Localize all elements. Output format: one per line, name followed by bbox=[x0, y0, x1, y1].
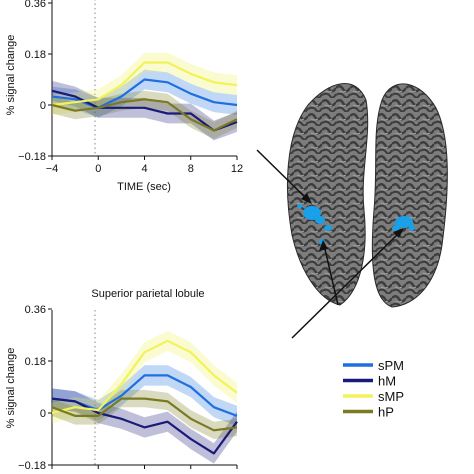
bottom-series-hM bbox=[51, 397, 238, 455]
bottom-band-hM bbox=[52, 388, 237, 464]
top-series-sMP bbox=[51, 61, 238, 107]
bottom-series-hP bbox=[51, 397, 238, 432]
bottom-chart-title: Superior parietal lobule bbox=[91, 288, 204, 300]
bottom-series-sMP bbox=[51, 339, 238, 415]
top-series-hP bbox=[51, 98, 238, 132]
pointer-arrow-1 bbox=[256, 149, 309, 201]
activation-right bbox=[392, 216, 415, 231]
chart-bottom-panel: Superior parietal lobule −0.1800.180.36 … bbox=[5, 288, 238, 472]
arrowhead-1 bbox=[301, 193, 312, 204]
top-x-tick-label: 8 bbox=[188, 163, 194, 175]
bottom-y-tick-label: 0 bbox=[40, 408, 46, 420]
legend-label-sMP: sMP bbox=[378, 389, 404, 404]
bottom-y-axis-label: % signal change bbox=[5, 348, 17, 429]
top-band-sPM bbox=[52, 69, 237, 118]
pointer-arrow-3 bbox=[291, 231, 401, 339]
top-x-tick-label: −4 bbox=[46, 163, 59, 175]
top-x-axis-label: TIME (sec) bbox=[117, 181, 171, 193]
top-band-hM bbox=[52, 80, 237, 141]
legend-label-hP: hP bbox=[378, 405, 394, 420]
top-y-tick-label: 0 bbox=[40, 100, 46, 112]
top-x-tick-label: 4 bbox=[141, 163, 147, 175]
top-x-tick-label: 0 bbox=[95, 163, 101, 175]
chart-top-panel: −4 0 4 8 12 −0.18 0 0.18 0.36 % signal change TI… bbox=[5, 0, 243, 193]
top-y-tick-label: 0.36 bbox=[25, 0, 46, 10]
left-hemisphere bbox=[286, 83, 369, 306]
bottom-y-tick-label: 0.18 bbox=[25, 356, 46, 368]
top-y-axis-label: % signal change bbox=[5, 35, 17, 116]
top-band-hP bbox=[52, 90, 237, 139]
top-y-tick-label: −0.18 bbox=[18, 151, 46, 163]
brain-surface-render-icon bbox=[256, 83, 448, 339]
right-hemisphere bbox=[371, 83, 448, 308]
bottom-y-tick-label: 0.36 bbox=[25, 304, 46, 316]
bottom-band-hP bbox=[52, 389, 237, 439]
arrowhead-3 bbox=[393, 228, 404, 238]
top-y-tick-label: 0.18 bbox=[25, 49, 46, 61]
activation-left bbox=[297, 204, 332, 245]
bottom-y-tick-label: −0.18 bbox=[18, 460, 46, 472]
legend-label-hM: hM bbox=[378, 374, 396, 389]
arrowhead-2 bbox=[319, 240, 328, 251]
top-x-tick-label: 12 bbox=[231, 163, 243, 175]
legend-label-sPM: sPM bbox=[378, 358, 404, 373]
